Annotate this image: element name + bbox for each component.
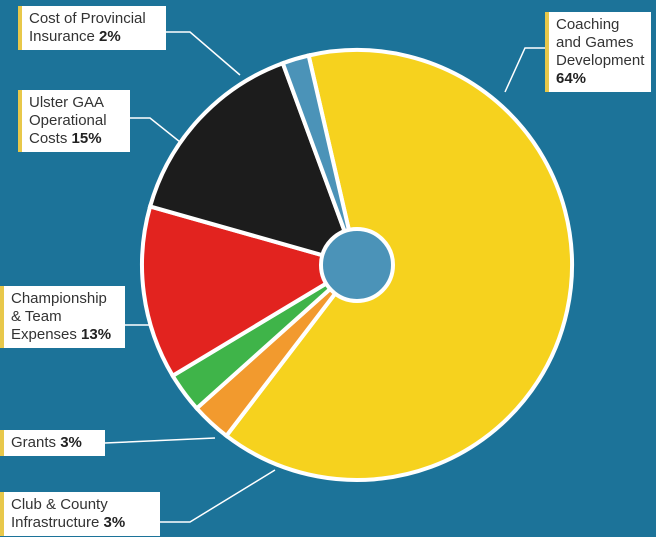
leader-line (504, 47, 545, 93)
value-label: 15% (71, 130, 102, 147)
label-box: Ulster GAA Operational Costs 15% (18, 90, 130, 152)
pie-slice (223, 48, 574, 482)
category-label: Grants (11, 434, 57, 451)
slices (140, 48, 574, 482)
label-box: Championship & Team Expenses 13% (0, 286, 125, 348)
label-box: Coaching and Games Development 64% (545, 12, 651, 92)
category-label: Ulster GAA Operational Costs (29, 94, 107, 147)
pie-slice (147, 60, 361, 268)
category-label: Coaching and Games Development (556, 16, 645, 69)
value-label: 3% (103, 514, 126, 531)
leader-line (130, 117, 191, 151)
leader-line (104, 437, 216, 444)
label-box: Club & County Infrastructure 3% (0, 492, 160, 536)
value-label: 64% (556, 70, 587, 87)
leader-line (165, 31, 241, 76)
label-box: Cost of Provincial Insurance 2% (18, 6, 166, 50)
leader-line (160, 469, 276, 523)
pie-center (319, 227, 395, 303)
category-label: Club & County Infrastructure (11, 496, 108, 531)
pie-slice (280, 53, 359, 266)
category-label: Cost of Provincial Insurance (29, 10, 146, 45)
value-label: 13% (81, 326, 112, 343)
pie-slice (140, 203, 362, 379)
value-label: 2% (99, 28, 121, 45)
label-box: Grants 3% (0, 430, 105, 456)
category-label: Championship & Team Expenses (11, 290, 107, 343)
value-label: 3% (60, 434, 82, 451)
